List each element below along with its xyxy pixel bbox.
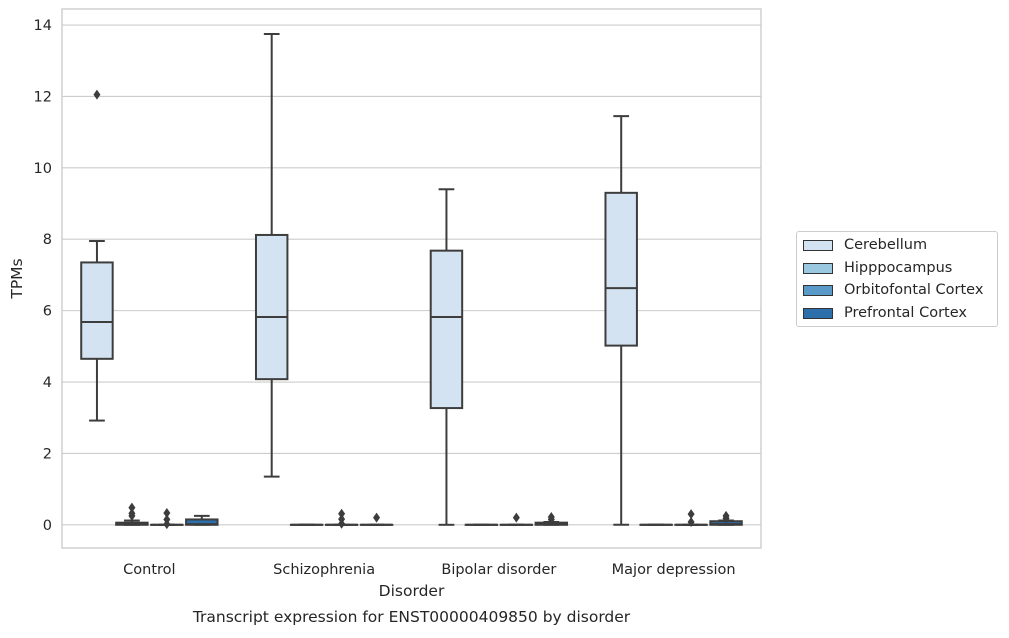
x-tick-label: Bipolar disorder (441, 562, 556, 578)
legend-swatch-orbitofrontal (803, 285, 833, 296)
box-2-0 (151, 508, 182, 529)
box-0-0 (81, 90, 112, 421)
box-body (81, 262, 112, 358)
outlier-point (338, 509, 345, 519)
legend-swatch-cerebellum (803, 240, 833, 251)
plot-frame (62, 9, 761, 548)
y-axis-label: TPMs (8, 258, 26, 299)
outlier-point (128, 503, 135, 513)
box-3-3 (710, 511, 741, 525)
legend: Cerebellum Hipppocampus Orbitofontal Cor… (796, 231, 998, 327)
legend-item-hippocampus: Hipppocampus (803, 258, 952, 278)
x-tick-label: Major depression (612, 562, 736, 578)
y-tick-label: 2 (43, 446, 52, 462)
y-tick-label: 0 (43, 518, 52, 534)
outlier-point (688, 509, 695, 519)
legend-label-hippocampus: Hipppocampus (844, 260, 952, 276)
y-tick-label: 10 (34, 161, 52, 177)
y-tick-label: 14 (34, 18, 52, 34)
box-2-1 (326, 509, 357, 529)
legend-label-prefrontal: Prefrontal Cortex (844, 305, 967, 321)
legend-swatch-prefrontal (803, 308, 833, 319)
outlier-point (163, 508, 170, 518)
x-axis-label: Disorder (379, 582, 445, 600)
x-tick-label: Control (123, 562, 175, 578)
outlier-point (373, 513, 380, 523)
legend-label-cerebellum: Cerebellum (844, 237, 927, 253)
box-body (605, 193, 636, 346)
legend-item-orbitofrontal: Orbitofontal Cortex (803, 280, 983, 300)
legend-swatch-hippocampus (803, 263, 833, 274)
legend-item-cerebellum: Cerebellum (803, 235, 927, 255)
box-body (256, 235, 287, 379)
box-3-2 (536, 512, 567, 525)
box-2-2 (501, 513, 532, 525)
legend-label-orbitofrontal: Orbitofontal Cortex (844, 282, 983, 298)
outlier-point (513, 513, 520, 523)
legend-item-prefrontal: Prefrontal Cortex (803, 303, 967, 323)
outlier-point (93, 90, 100, 100)
y-tick-label: 6 (43, 304, 52, 320)
chart-title: Transcript expression for ENST0000040985… (192, 608, 631, 626)
x-tick-label: Schizophrenia (273, 562, 375, 578)
y-tick-label: 4 (43, 375, 52, 391)
box-0-3 (605, 116, 636, 525)
box-1-0 (116, 503, 147, 525)
box-3-1 (361, 513, 392, 525)
box-2-3 (675, 509, 706, 527)
box-0-1 (256, 34, 287, 477)
box-body (431, 251, 462, 408)
y-tick-label: 12 (34, 89, 52, 105)
box-3-0 (186, 516, 217, 525)
y-tick-label: 8 (43, 232, 52, 248)
